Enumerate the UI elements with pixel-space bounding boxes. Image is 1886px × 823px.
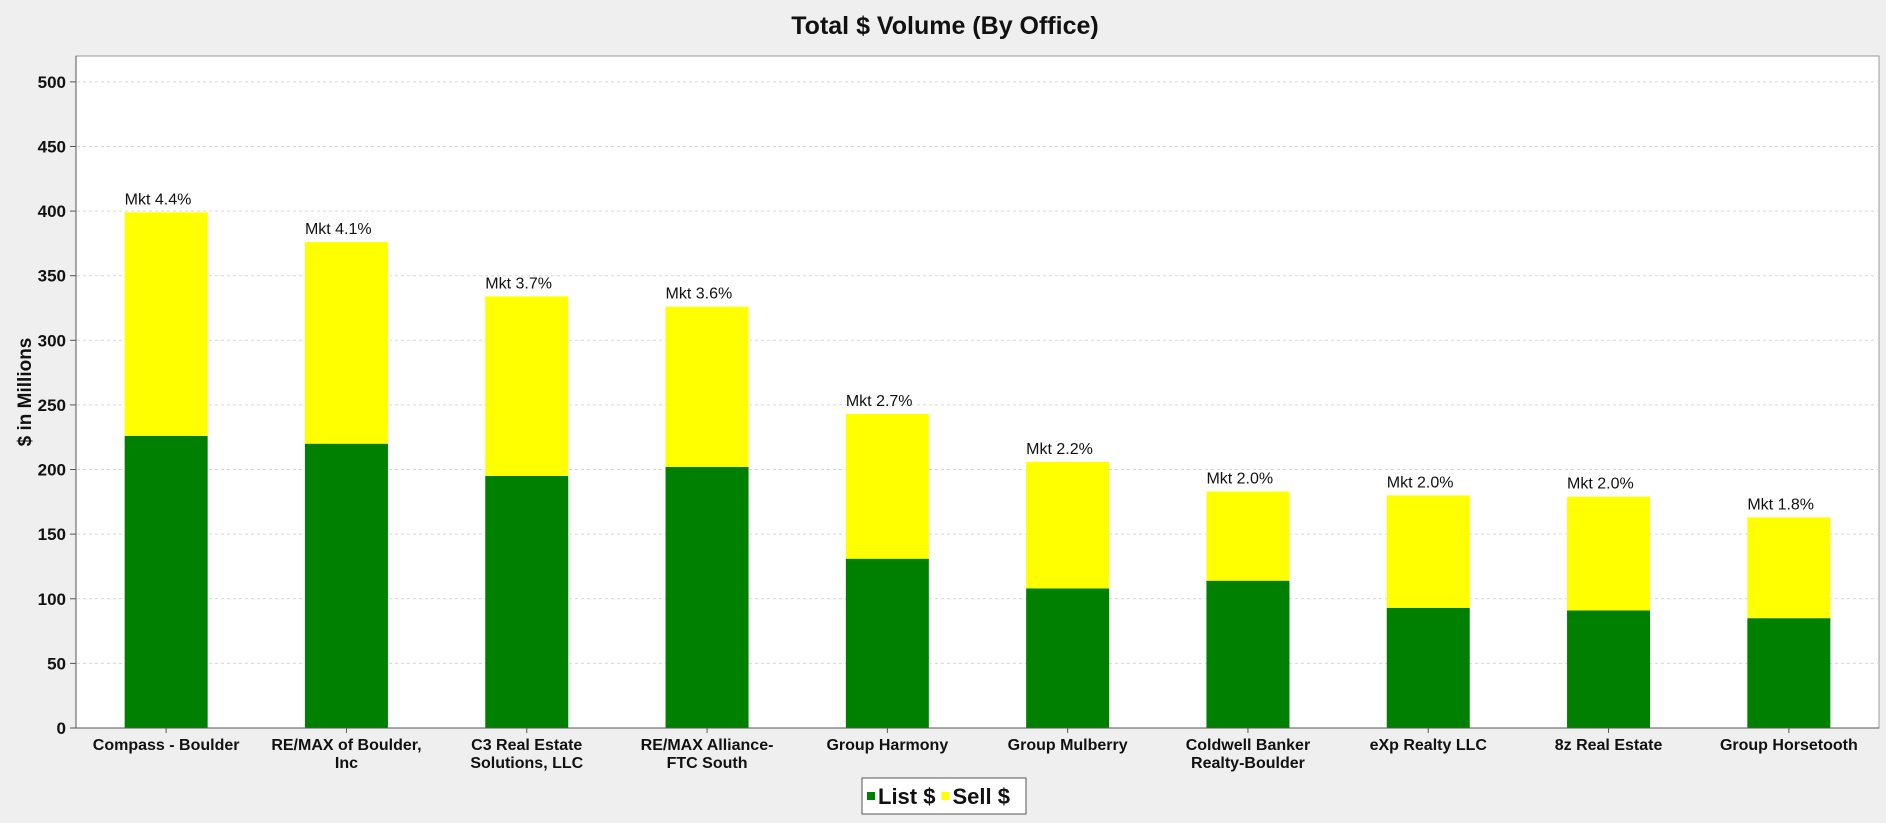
x-tick-label: C3 Real Estate	[471, 737, 582, 754]
bar-sell	[1747, 517, 1831, 619]
market-share-label: Mkt 2.0%	[1206, 471, 1273, 488]
x-tick-label: Compass - Boulder	[93, 737, 240, 754]
legend-label: Sell $	[952, 784, 1009, 809]
y-tick-label: 100	[38, 590, 66, 609]
x-tick-label: FTC South	[667, 755, 748, 772]
legend-swatch	[867, 792, 875, 800]
bar-list	[1026, 588, 1110, 728]
bar-list	[1747, 618, 1831, 728]
y-axis-label: $ in Millions	[15, 338, 36, 447]
bar-sell	[1386, 495, 1470, 608]
market-share-label: Mkt 2.0%	[1387, 474, 1454, 491]
bar-sell	[304, 242, 388, 444]
market-share-label: Mkt 4.4%	[125, 191, 192, 208]
y-tick-label: 0	[57, 719, 66, 738]
bar-sell	[485, 296, 569, 476]
bar-sell	[845, 413, 929, 559]
x-tick-label: Solutions, LLC	[470, 755, 583, 772]
market-share-label: Mkt 1.8%	[1747, 496, 1814, 513]
bars: Mkt 4.4% Mkt 4.1% Mkt 3.7% Mkt 3.6% Mkt 2.7%…	[124, 191, 1831, 728]
market-share-label: Mkt 3.7%	[485, 275, 552, 292]
y-tick-label: 200	[38, 461, 66, 480]
bar-sell	[1567, 496, 1651, 611]
bar-sell	[124, 212, 208, 436]
y-tick-label: 400	[38, 202, 66, 221]
market-share-label: Mkt 4.1%	[305, 221, 372, 238]
bar-list	[845, 558, 929, 728]
bar-list	[124, 435, 208, 728]
y-tick-label: 450	[38, 137, 66, 156]
bar-list	[1206, 580, 1290, 728]
bar-list	[665, 466, 749, 728]
bar-list	[1567, 610, 1651, 728]
legend: List $ Sell $	[861, 777, 1027, 815]
x-tick-label: Realty-Boulder	[1191, 755, 1305, 772]
x-tick-label: RE/MAX Alliance-	[641, 737, 774, 754]
y-tick-label: 150	[38, 525, 66, 544]
y-tick-label: 350	[38, 267, 66, 286]
bar-sell	[1026, 461, 1110, 589]
x-tick-label: Coldwell Banker	[1186, 737, 1310, 754]
market-share-label: Mkt 2.7%	[846, 393, 913, 410]
legend-swatch	[941, 792, 950, 800]
chart-title: Total $ Volume (By Office)	[791, 12, 1098, 40]
bar-list	[1386, 607, 1470, 728]
bar-list	[304, 443, 388, 728]
market-share-label: Mkt 3.6%	[666, 286, 733, 303]
market-share-label: Mkt 2.0%	[1567, 476, 1634, 493]
bar-sell	[665, 306, 749, 467]
legend-label: List $	[878, 784, 935, 809]
y-tick-label: 50	[47, 654, 66, 673]
bar-sell	[1206, 491, 1290, 581]
x-tick-label: Group Horsetooth	[1720, 737, 1858, 754]
axes: 0 50 100 150 200 250 300 350 400 450 500 Compass - …	[38, 56, 1879, 772]
market-share-label: Mkt 2.2%	[1026, 441, 1093, 458]
x-tick-label: Group Harmony	[826, 737, 948, 754]
x-tick-label: 8z Real Estate	[1555, 737, 1663, 754]
bar-list	[485, 476, 569, 728]
x-tick-label: Group Mulberry	[1008, 737, 1128, 754]
x-tick-label: RE/MAX of Boulder,	[271, 737, 421, 754]
x-tick-label: eXp Realty LLC	[1370, 737, 1488, 754]
y-tick-label: 300	[38, 331, 66, 350]
y-tick-label: 250	[38, 396, 66, 415]
x-tick-label: Inc	[335, 755, 358, 772]
y-tick-label: 500	[38, 73, 66, 92]
